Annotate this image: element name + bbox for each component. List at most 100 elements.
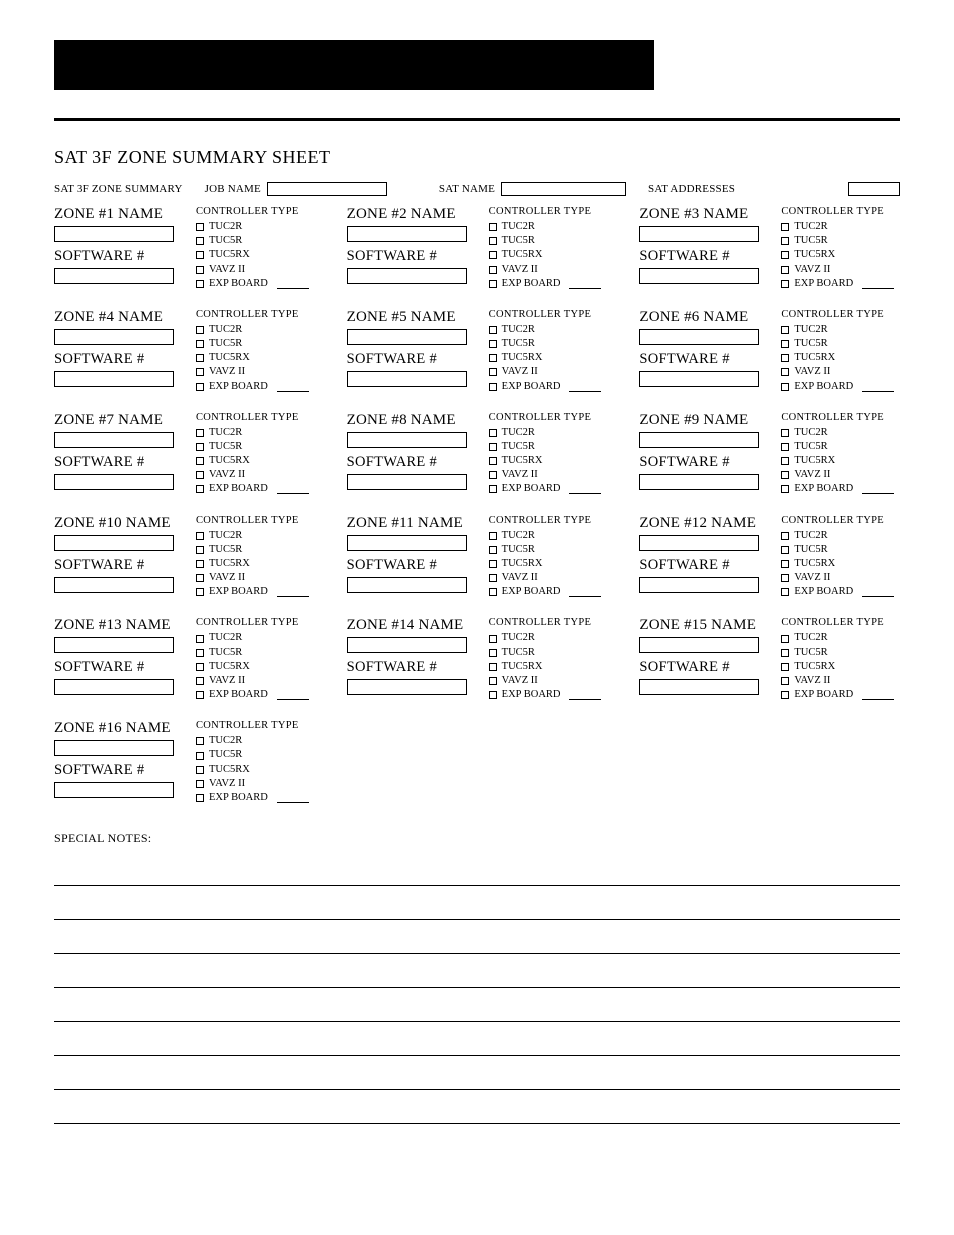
checkbox[interactable] — [781, 354, 789, 362]
checkbox[interactable] — [781, 635, 789, 643]
checkbox[interactable] — [781, 471, 789, 479]
checkbox[interactable] — [196, 532, 204, 540]
checkbox[interactable] — [489, 532, 497, 540]
checkbox[interactable] — [196, 368, 204, 376]
exp-board-blank[interactable] — [569, 279, 601, 289]
checkbox[interactable] — [489, 443, 497, 451]
checkbox[interactable] — [489, 691, 497, 699]
checkbox[interactable] — [489, 635, 497, 643]
checkbox[interactable] — [489, 574, 497, 582]
checkbox[interactable] — [196, 326, 204, 334]
zone-name-input[interactable] — [347, 637, 467, 653]
checkbox[interactable] — [781, 251, 789, 259]
checkbox[interactable] — [489, 649, 497, 657]
checkbox[interactable] — [196, 780, 204, 788]
zone-name-input[interactable] — [639, 432, 759, 448]
checkbox[interactable] — [196, 340, 204, 348]
checkbox[interactable] — [781, 429, 789, 437]
exp-board-blank[interactable] — [569, 484, 601, 494]
checkbox[interactable] — [489, 560, 497, 568]
checkbox[interactable] — [781, 368, 789, 376]
checkbox[interactable] — [489, 546, 497, 554]
zone-name-input[interactable] — [347, 226, 467, 242]
checkbox[interactable] — [196, 677, 204, 685]
checkbox[interactable] — [196, 635, 204, 643]
checkbox[interactable] — [781, 532, 789, 540]
checkbox[interactable] — [781, 546, 789, 554]
checkbox[interactable] — [196, 383, 204, 391]
checkbox[interactable] — [196, 794, 204, 802]
software-input[interactable] — [347, 371, 467, 387]
software-input[interactable] — [54, 474, 174, 490]
checkbox[interactable] — [781, 663, 789, 671]
software-input[interactable] — [54, 371, 174, 387]
zone-name-input[interactable] — [347, 535, 467, 551]
checkbox[interactable] — [196, 560, 204, 568]
zone-name-input[interactable] — [347, 329, 467, 345]
checkbox[interactable] — [196, 691, 204, 699]
software-input[interactable] — [347, 679, 467, 695]
checkbox[interactable] — [781, 280, 789, 288]
zone-name-input[interactable] — [54, 740, 174, 756]
software-input[interactable] — [639, 577, 759, 593]
checkbox[interactable] — [196, 251, 204, 259]
zone-name-input[interactable] — [347, 432, 467, 448]
checkbox[interactable] — [196, 752, 204, 760]
exp-board-blank[interactable] — [277, 793, 309, 803]
checkbox[interactable] — [196, 429, 204, 437]
checkbox[interactable] — [781, 326, 789, 334]
checkbox[interactable] — [489, 237, 497, 245]
checkbox[interactable] — [781, 383, 789, 391]
exp-board-blank[interactable] — [569, 382, 601, 392]
checkbox[interactable] — [196, 457, 204, 465]
checkbox[interactable] — [489, 471, 497, 479]
software-input[interactable] — [54, 782, 174, 798]
checkbox[interactable] — [781, 485, 789, 493]
checkbox[interactable] — [489, 340, 497, 348]
checkbox[interactable] — [196, 737, 204, 745]
checkbox[interactable] — [489, 368, 497, 376]
zone-name-input[interactable] — [639, 226, 759, 242]
checkbox[interactable] — [196, 237, 204, 245]
software-input[interactable] — [347, 268, 467, 284]
sat-name-input[interactable] — [501, 182, 626, 196]
exp-board-blank[interactable] — [277, 279, 309, 289]
checkbox[interactable] — [781, 560, 789, 568]
checkbox[interactable] — [489, 663, 497, 671]
exp-board-blank[interactable] — [862, 382, 894, 392]
checkbox[interactable] — [781, 588, 789, 596]
exp-board-blank[interactable] — [862, 279, 894, 289]
exp-board-blank[interactable] — [862, 587, 894, 597]
checkbox[interactable] — [196, 354, 204, 362]
zone-name-input[interactable] — [54, 637, 174, 653]
software-input[interactable] — [639, 474, 759, 490]
checkbox[interactable] — [489, 266, 497, 274]
checkbox[interactable] — [196, 546, 204, 554]
checkbox[interactable] — [196, 223, 204, 231]
exp-board-blank[interactable] — [862, 484, 894, 494]
zone-name-input[interactable] — [639, 535, 759, 551]
checkbox[interactable] — [489, 485, 497, 493]
zone-name-input[interactable] — [54, 432, 174, 448]
exp-board-blank[interactable] — [277, 484, 309, 494]
checkbox[interactable] — [781, 237, 789, 245]
software-input[interactable] — [54, 577, 174, 593]
checkbox[interactable] — [489, 383, 497, 391]
exp-board-blank[interactable] — [569, 690, 601, 700]
checkbox[interactable] — [489, 280, 497, 288]
checkbox[interactable] — [781, 340, 789, 348]
checkbox[interactable] — [489, 588, 497, 596]
zone-name-input[interactable] — [54, 226, 174, 242]
checkbox[interactable] — [781, 266, 789, 274]
checkbox[interactable] — [489, 223, 497, 231]
checkbox[interactable] — [196, 649, 204, 657]
checkbox[interactable] — [196, 280, 204, 288]
checkbox[interactable] — [781, 223, 789, 231]
checkbox[interactable] — [781, 691, 789, 699]
software-input[interactable] — [639, 371, 759, 387]
sat-addresses-input[interactable] — [848, 182, 900, 196]
exp-board-blank[interactable] — [862, 690, 894, 700]
software-input[interactable] — [54, 268, 174, 284]
software-input[interactable] — [54, 679, 174, 695]
exp-board-blank[interactable] — [277, 382, 309, 392]
